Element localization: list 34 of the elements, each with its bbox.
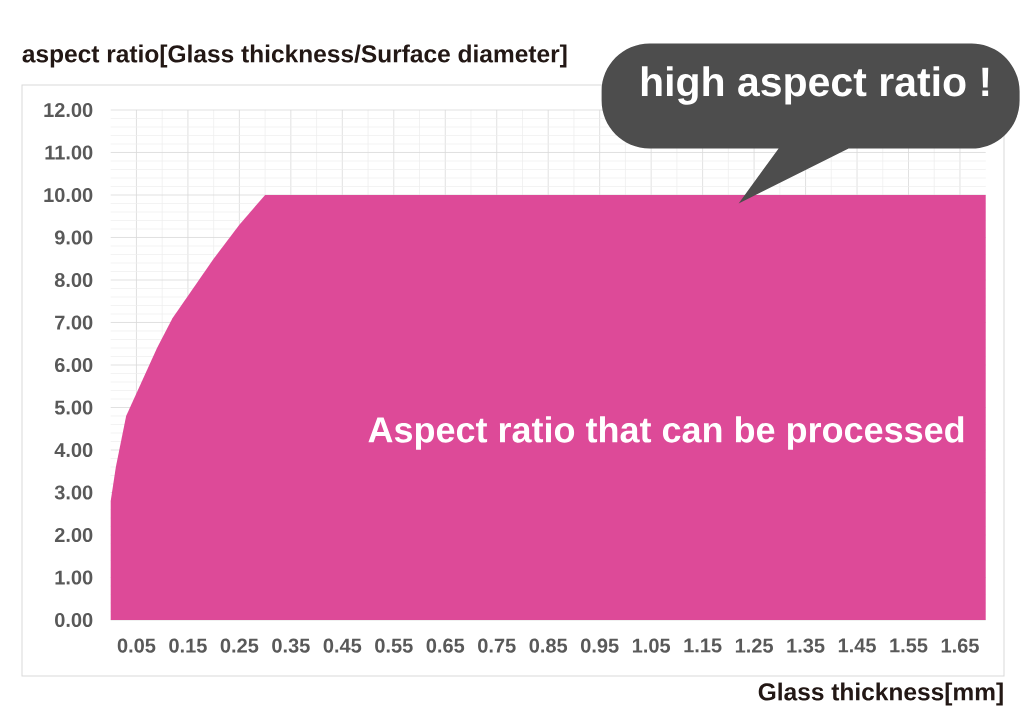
annotation: Aspect ratio that can be processed (368, 416, 964, 450)
y-tick-label: 8.00 (54, 272, 93, 288)
x-tick-label: 1.35 (787, 638, 825, 653)
x-tick-label: 0.15 (169, 638, 207, 653)
y-tick-label: 0.00 (55, 612, 93, 628)
x-tick-label: 0.65 (426, 638, 465, 653)
x-tick-label: 0.25 (220, 638, 259, 653)
x-axis-title: Glass thickness[mm] (758, 682, 1003, 706)
x-tick-label: 1.65 (941, 638, 979, 653)
x-tick-label: 1.55 (890, 638, 928, 653)
y-tick-label: 7.00 (55, 315, 93, 330)
y-tick-label: 12.00 (44, 102, 93, 118)
x-tick-label: 0.45 (323, 638, 362, 653)
y-axis-title: aspect ratio[Glass thickness/Surface diameter] (22, 44, 567, 68)
x-tick-label: 1.45 (838, 638, 876, 653)
x-tick-label: 0.05 (117, 638, 156, 653)
x-tick-label: 1.15 (684, 638, 722, 653)
x-tick-label: 0.95 (581, 638, 619, 653)
y-tick-label: 5.00 (54, 400, 93, 415)
x-tick-label: 1.25 (735, 638, 773, 653)
y-tick-label: 1.00 (55, 570, 93, 585)
y-tick-label: 2.00 (54, 527, 93, 543)
y-tick-label: 9.00 (54, 230, 93, 245)
y-tick-label: 11.00 (45, 145, 93, 160)
x-tick-label: 0.55 (375, 638, 413, 653)
y-tick-label: 10.00 (44, 187, 93, 203)
y-tick-label: 4.00 (54, 442, 93, 458)
text: high aspect ratio ! (641, 66, 989, 105)
x-tick-label: 0.85 (529, 638, 568, 653)
y-tick-label: 3.00 (54, 485, 93, 500)
x-tick-label: 0.35 (272, 638, 310, 653)
y-tick-label: 6.00 (54, 357, 93, 373)
x-tick-label: 1.05 (632, 638, 671, 653)
x-tick-label: 0.75 (478, 638, 516, 653)
